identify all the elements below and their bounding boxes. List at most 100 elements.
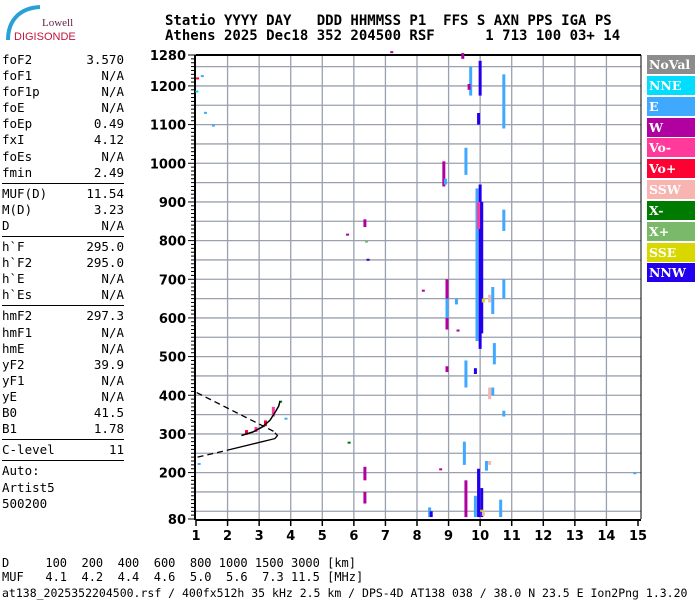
echo-w	[363, 466, 367, 481]
param-name: foEp	[2, 116, 33, 132]
param-value: N/A	[101, 340, 124, 356]
echo-nnw	[473, 368, 477, 374]
y-tick-label: 700	[159, 273, 186, 288]
param-value: 295.0	[86, 255, 124, 271]
param-name: B1	[2, 421, 18, 437]
param-value: 297.3	[86, 308, 124, 324]
echo-x+	[364, 240, 368, 243]
param-row: D N/A	[2, 218, 124, 234]
y-tick-label: 1200	[150, 80, 186, 95]
echo-nnw	[366, 258, 370, 261]
param-name: D	[2, 217, 10, 233]
echo-ssw	[488, 294, 492, 303]
autoscaling-info: Artist5	[2, 479, 55, 495]
echo-w	[390, 51, 394, 54]
param-value: 1.78	[93, 421, 124, 437]
param-row: h`F 295.0	[2, 239, 124, 255]
x-tick-label: 11	[503, 529, 521, 544]
muf-value-row: MUF 4.1 4.2 4.4 4.6 5.0 5.6 7.3 11.5 [MH…	[2, 569, 364, 584]
echo-e	[475, 188, 479, 342]
echo-nne	[195, 90, 199, 93]
param-name: foF1	[2, 68, 33, 84]
echo-nnw	[429, 511, 433, 518]
x-tick-label: 3	[255, 529, 264, 544]
legend-noval: NoVal	[647, 55, 695, 74]
param-row: foF1 N/A	[2, 68, 124, 84]
param-row: h`F2 295.0	[2, 255, 124, 271]
echo-vo+	[245, 430, 249, 435]
param-value: 3.570	[86, 52, 124, 67]
param-row: hmF1 N/A	[2, 325, 124, 341]
echo-e	[464, 360, 468, 388]
echo-e	[428, 507, 432, 518]
param-name: foE	[2, 100, 25, 116]
param-row: foEp 0.49	[2, 116, 124, 132]
echo-e	[445, 298, 449, 318]
logo-lowell: Lowell	[42, 17, 73, 29]
echo-nnw	[478, 184, 482, 349]
echo-nnw	[477, 113, 481, 125]
param-name: yF1	[2, 372, 25, 388]
param-name: h`F	[2, 239, 25, 255]
echo-w	[461, 53, 465, 59]
echo-e	[492, 343, 496, 365]
param-value: N/A	[101, 271, 124, 287]
echo-nnw	[477, 468, 481, 518]
echo-e	[502, 74, 506, 129]
param-name: C-level	[2, 442, 55, 458]
param-row: hmE N/A	[2, 341, 124, 357]
echo-e	[462, 441, 466, 465]
param-value: N/A	[101, 217, 124, 233]
echo-e	[443, 178, 447, 185]
param-name: foEs	[2, 148, 33, 164]
echo-vo-	[477, 201, 481, 229]
x-tick-label: 1	[191, 529, 200, 544]
x-tick-label: 5	[318, 529, 327, 544]
echo-e	[197, 462, 201, 465]
param-name: foF2	[2, 52, 33, 67]
divider	[2, 460, 124, 462]
f2-trace-line	[241, 400, 281, 437]
autoscaling-info: Auto:	[2, 463, 40, 479]
param-name: M(D)	[2, 201, 33, 217]
legend-ssw: SSW	[647, 180, 695, 200]
param-value: N/A	[101, 100, 124, 116]
autoscaling-info: 500200	[2, 496, 48, 512]
echo-vo-	[271, 406, 275, 417]
echo-e	[284, 417, 288, 420]
param-row: hmF2 297.3	[2, 308, 124, 324]
param-name: hmE	[2, 340, 25, 356]
param-value: N/A	[101, 68, 124, 84]
ionogram-plot: 8020030040050060070080090010001100120012…	[150, 49, 647, 544]
param-value: N/A	[101, 84, 124, 100]
param-value: 4.12	[93, 132, 124, 148]
param-value: N/A	[101, 324, 124, 340]
param-value: 295.0	[86, 239, 124, 255]
echo-nnw	[478, 60, 482, 96]
scaled-parameters-panel: foF2 3.570 foF1 N/A foF1p N/A foE N/A foEp 0.49 fx…	[2, 52, 124, 513]
file-info-footer: at138_2025352204500.rsf / 400fx512h 35 k…	[2, 586, 688, 600]
param-name: hmF1	[2, 324, 33, 340]
legend-x-minus: X-	[647, 200, 695, 220]
param-row: MUF(D) 11.54	[2, 186, 124, 202]
echo-w	[363, 491, 367, 504]
echo-e	[502, 279, 506, 299]
echo-ssw	[481, 511, 485, 516]
param-name: hmF2	[2, 308, 33, 324]
y-tick-label: 1000	[150, 157, 186, 172]
echo-nnw	[480, 488, 484, 518]
muf-distance-row: D 100 200 400 600 800 1000 1500 3000 [km…	[2, 556, 357, 570]
param-row: foE N/A	[2, 100, 124, 116]
param-value: N/A	[101, 287, 124, 303]
param-name: MUF(D)	[2, 185, 48, 201]
x-tick-label: 9	[444, 529, 453, 544]
echo-e	[454, 298, 458, 305]
y-tick-label: 600	[159, 312, 186, 327]
legend-x-minusplus: X+	[647, 221, 695, 241]
param-value: 0.49	[93, 116, 124, 132]
param-row: h`E N/A	[2, 271, 124, 287]
param-row: yF2 39.9	[2, 357, 124, 373]
param-value: 2.49	[93, 164, 124, 180]
param-value: N/A	[101, 148, 124, 164]
x-tick-label: 10	[471, 529, 489, 544]
